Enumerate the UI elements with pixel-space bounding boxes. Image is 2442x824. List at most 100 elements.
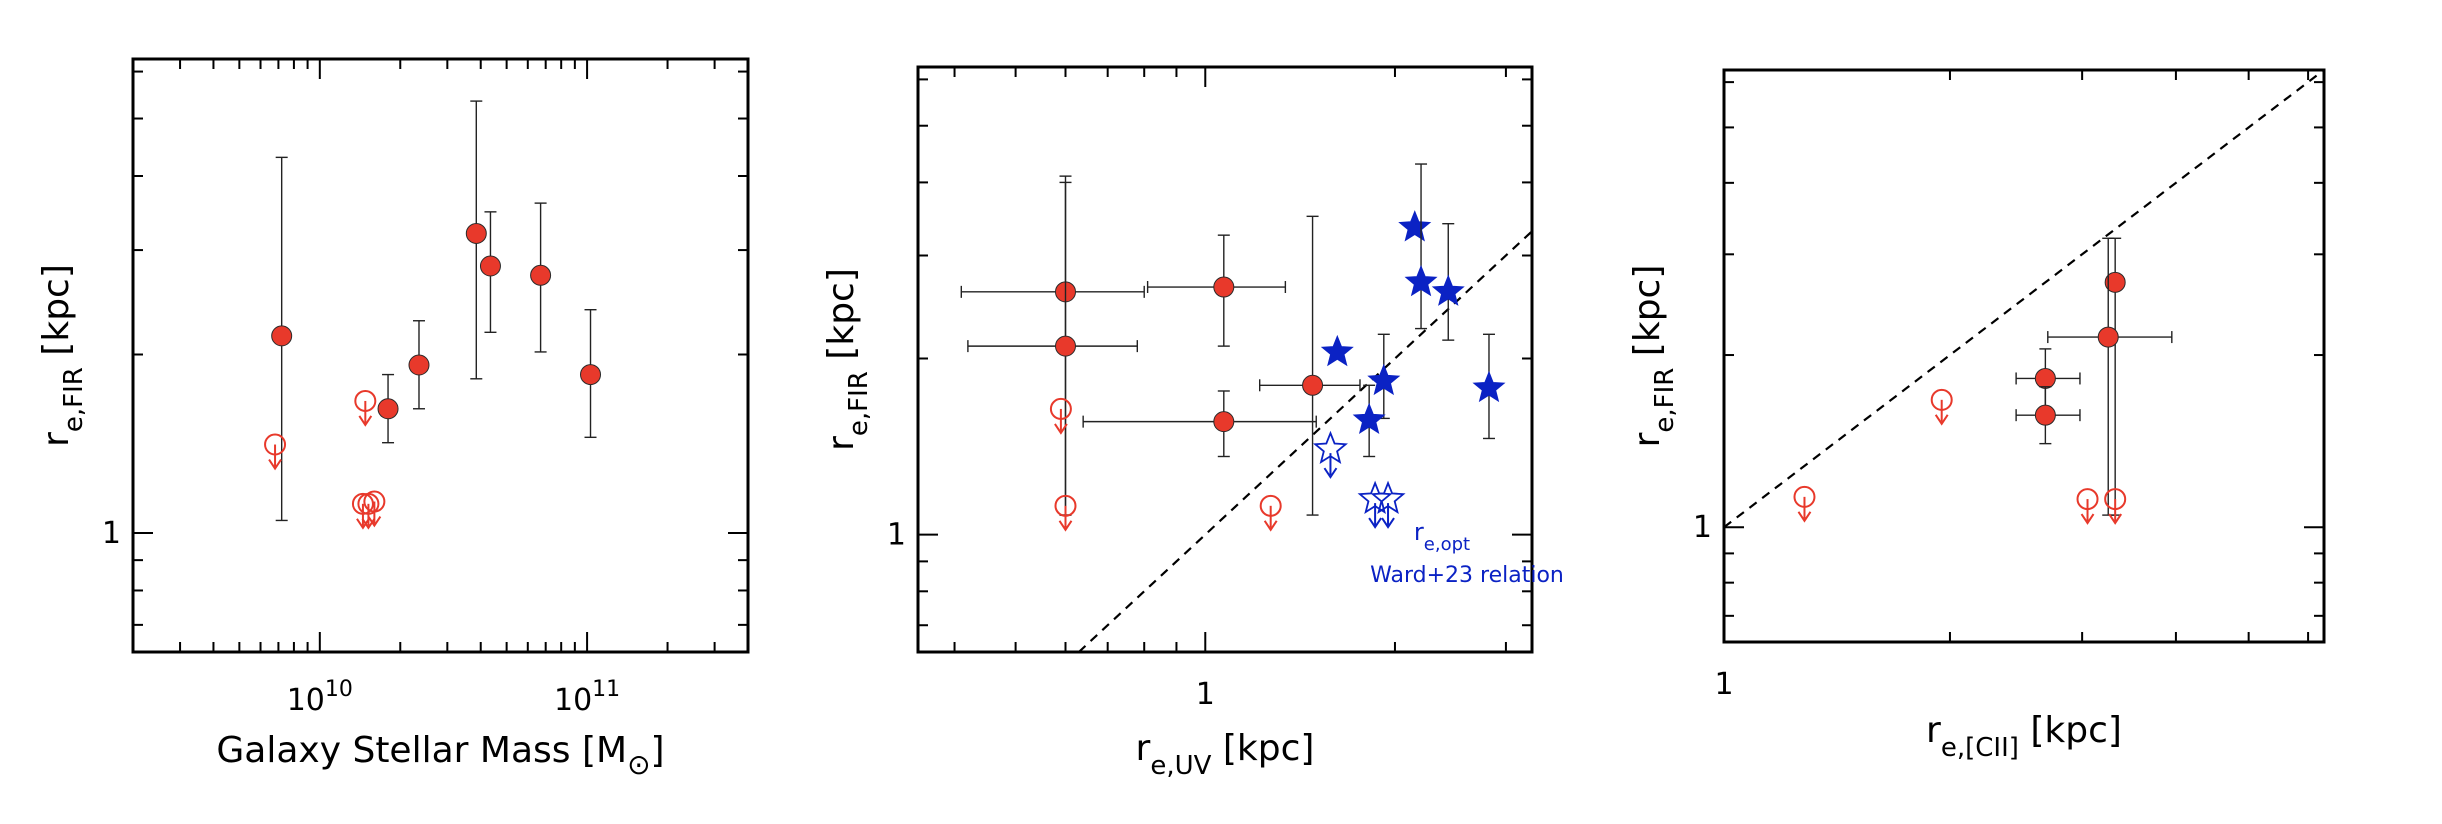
data-point-marker bbox=[2104, 271, 2126, 293]
data-point bbox=[351, 492, 374, 530]
tick-marks bbox=[918, 67, 1532, 652]
data-point-marker bbox=[2097, 326, 2119, 348]
data-point bbox=[2047, 237, 2173, 516]
data-point bbox=[1398, 210, 1432, 242]
y-axis-label: re,FIR [kpc] bbox=[36, 264, 89, 447]
data-point-marker bbox=[1213, 276, 1235, 298]
upper-limit-arrowhead bbox=[1054, 423, 1068, 435]
upper-limit-arrowhead bbox=[268, 458, 282, 471]
data-point bbox=[1472, 333, 1506, 440]
data-point bbox=[1930, 388, 1953, 426]
data-point-marker bbox=[2034, 404, 2056, 426]
upper-limit-arrowhead bbox=[367, 515, 382, 528]
star-marker bbox=[1472, 370, 1506, 403]
star-marker bbox=[1367, 363, 1401, 396]
series-r-e-opt-ward-23-relation- bbox=[1320, 163, 1506, 458]
one-to-one-line bbox=[1724, 70, 2324, 529]
data-point bbox=[1357, 480, 1393, 529]
data-point bbox=[1258, 215, 1361, 516]
data-point-marker bbox=[1302, 374, 1324, 396]
x-axis-label: re,UV [kpc] bbox=[1136, 728, 1315, 781]
data-point bbox=[1259, 494, 1282, 532]
series-detections bbox=[2015, 237, 2173, 516]
data-point bbox=[1367, 333, 1401, 420]
series-upper-limits bbox=[264, 389, 386, 530]
x-axis-label: re,[CII] [kpc] bbox=[1926, 710, 2122, 763]
data-point bbox=[465, 100, 487, 380]
data-point-marker bbox=[408, 354, 430, 376]
upper-limit-arrowhead bbox=[1263, 520, 1278, 532]
data-point-marker bbox=[530, 264, 552, 286]
series-r-e-opt-upper-limits bbox=[1312, 430, 1406, 529]
star-marker bbox=[1398, 210, 1432, 242]
y-axis-label: re,FIR [kpc] bbox=[821, 268, 874, 451]
data-point-marker bbox=[465, 222, 487, 244]
data-point bbox=[264, 433, 287, 471]
upper-limit-arrowhead bbox=[1323, 467, 1338, 479]
y-tick-label: 1 bbox=[102, 516, 121, 551]
star-marker bbox=[1320, 334, 1354, 367]
annotation-line-2: Ward+23 relation bbox=[1370, 563, 1564, 588]
data-point-marker bbox=[1054, 335, 1076, 357]
data-point-marker bbox=[1213, 411, 1235, 433]
data-point-marker bbox=[580, 364, 602, 386]
data-point bbox=[2104, 488, 2127, 525]
plot-area bbox=[264, 100, 602, 530]
axes-frame bbox=[131, 57, 750, 654]
plot-area bbox=[1724, 70, 2324, 529]
x-tick-label: 1 bbox=[1714, 667, 1733, 702]
data-point-marker bbox=[377, 398, 399, 420]
star-marker bbox=[1404, 264, 1438, 297]
data-point bbox=[1049, 397, 1072, 435]
series-upper-limits bbox=[1049, 397, 1282, 532]
data-point bbox=[967, 181, 1138, 516]
upper-limit-arrowhead bbox=[358, 415, 373, 427]
data-point bbox=[363, 490, 386, 528]
tick-marks bbox=[132, 59, 749, 652]
x-tick-label: 1011 bbox=[554, 677, 620, 718]
series-upper-limits bbox=[1793, 388, 2127, 525]
star-marker bbox=[1352, 402, 1386, 435]
data-point-marker bbox=[271, 325, 293, 347]
star-marker bbox=[1431, 274, 1465, 306]
upper-limit-arrowhead bbox=[2080, 513, 2095, 525]
data-point bbox=[271, 156, 293, 522]
x-axis-label: Galaxy Stellar Mass [M⊙] bbox=[216, 730, 664, 781]
series-detections bbox=[271, 100, 602, 522]
data-point bbox=[354, 389, 377, 427]
data-point bbox=[1404, 163, 1438, 330]
upper-limit-arrowhead bbox=[1058, 520, 1073, 532]
y-axis-label: re,FIR [kpc] bbox=[1627, 265, 1680, 448]
x-tick-label: 1 bbox=[1196, 677, 1215, 712]
data-point bbox=[377, 373, 399, 444]
annotation-line-1: re,opt bbox=[1414, 518, 1470, 555]
data-point bbox=[530, 202, 552, 353]
data-point bbox=[2015, 386, 2081, 445]
data-point bbox=[1793, 485, 1816, 523]
upper-limit-arrowhead bbox=[1381, 517, 1395, 529]
upper-limit-arrowhead bbox=[1368, 517, 1382, 529]
tick-marks bbox=[1723, 70, 2324, 642]
data-point-marker bbox=[479, 255, 501, 277]
data-point bbox=[1352, 384, 1386, 458]
panel-right: 1 1 re,[CII] [kpc] re,FIR [kpc] bbox=[1627, 68, 2326, 763]
data-point bbox=[580, 308, 602, 439]
panel-left: 1010 1011 1 Galaxy Stellar Mass [M⊙] re,FIR … bbox=[36, 57, 750, 781]
data-point bbox=[408, 320, 430, 410]
data-point bbox=[1431, 222, 1465, 341]
panel-middle: 1 1 re,UV [kpc] re,FIR [kpc] re,opt Ward+23 r… bbox=[821, 65, 1564, 781]
plot-area bbox=[960, 163, 1532, 652]
upper-limit-arrowhead bbox=[1934, 414, 1949, 426]
upper-limit-arrowhead bbox=[356, 518, 370, 530]
upper-limit-arrowhead bbox=[2108, 513, 2123, 525]
x-tick-label: 1010 bbox=[287, 677, 353, 718]
data-point bbox=[1312, 430, 1348, 479]
data-point bbox=[1320, 334, 1354, 367]
upper-limit-arrowhead bbox=[1797, 511, 1812, 523]
data-point bbox=[1054, 494, 1077, 532]
y-tick-label: 1 bbox=[887, 518, 906, 553]
data-point bbox=[1370, 480, 1406, 529]
data-point bbox=[2076, 488, 2099, 525]
data-point bbox=[479, 211, 501, 334]
